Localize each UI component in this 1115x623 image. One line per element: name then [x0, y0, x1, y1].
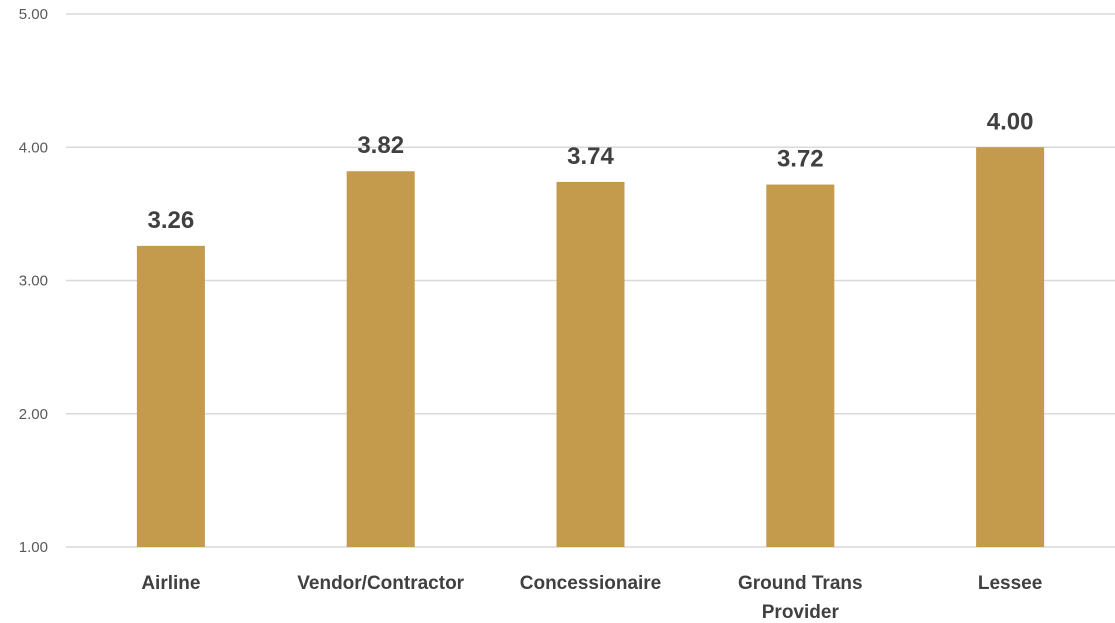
bar: [346, 171, 415, 548]
category-label: Lessee: [978, 573, 1042, 594]
data-label: 3.74: [567, 143, 614, 170]
category-label-line: Vendor/Contractor: [297, 573, 464, 594]
y-tick-label: 3.00: [19, 273, 48, 290]
category-label: Airline: [141, 573, 200, 594]
bars: [136, 147, 1045, 548]
y-tick-label: 5.00: [19, 6, 48, 23]
bar: [136, 245, 205, 548]
data-label: 3.72: [777, 146, 824, 173]
bar: [556, 181, 625, 547]
data-label: 4.00: [987, 108, 1034, 135]
y-tick-label: 1.00: [19, 539, 48, 556]
category-label-line: Airline: [141, 573, 200, 594]
bar: [976, 147, 1045, 547]
y-axis-tick-labels: 1.00 2.00 3.00 4.00 5.00: [19, 6, 48, 556]
category-label-line: Concessionaire: [520, 573, 662, 594]
bar: [766, 184, 835, 547]
data-label: 3.26: [148, 207, 195, 234]
category-label-line: Provider: [762, 602, 840, 623]
category-label: Ground Trans Provider: [738, 573, 863, 623]
y-tick-label: 2.00: [19, 406, 48, 423]
data-labels: 3.26 3.82 3.74 3.72 4.00: [148, 108, 1034, 234]
y-tick-label: 4.00: [19, 139, 48, 156]
data-label: 3.82: [357, 132, 404, 159]
x-axis-category-labels: Airline Vendor/Contractor Concessionaire Gr…: [141, 573, 1042, 623]
category-label: Concessionaire: [520, 573, 662, 594]
category-label: Vendor/Contractor: [297, 573, 464, 594]
category-label-line: Ground Trans: [738, 573, 863, 594]
category-label-line: Lessee: [978, 573, 1042, 594]
